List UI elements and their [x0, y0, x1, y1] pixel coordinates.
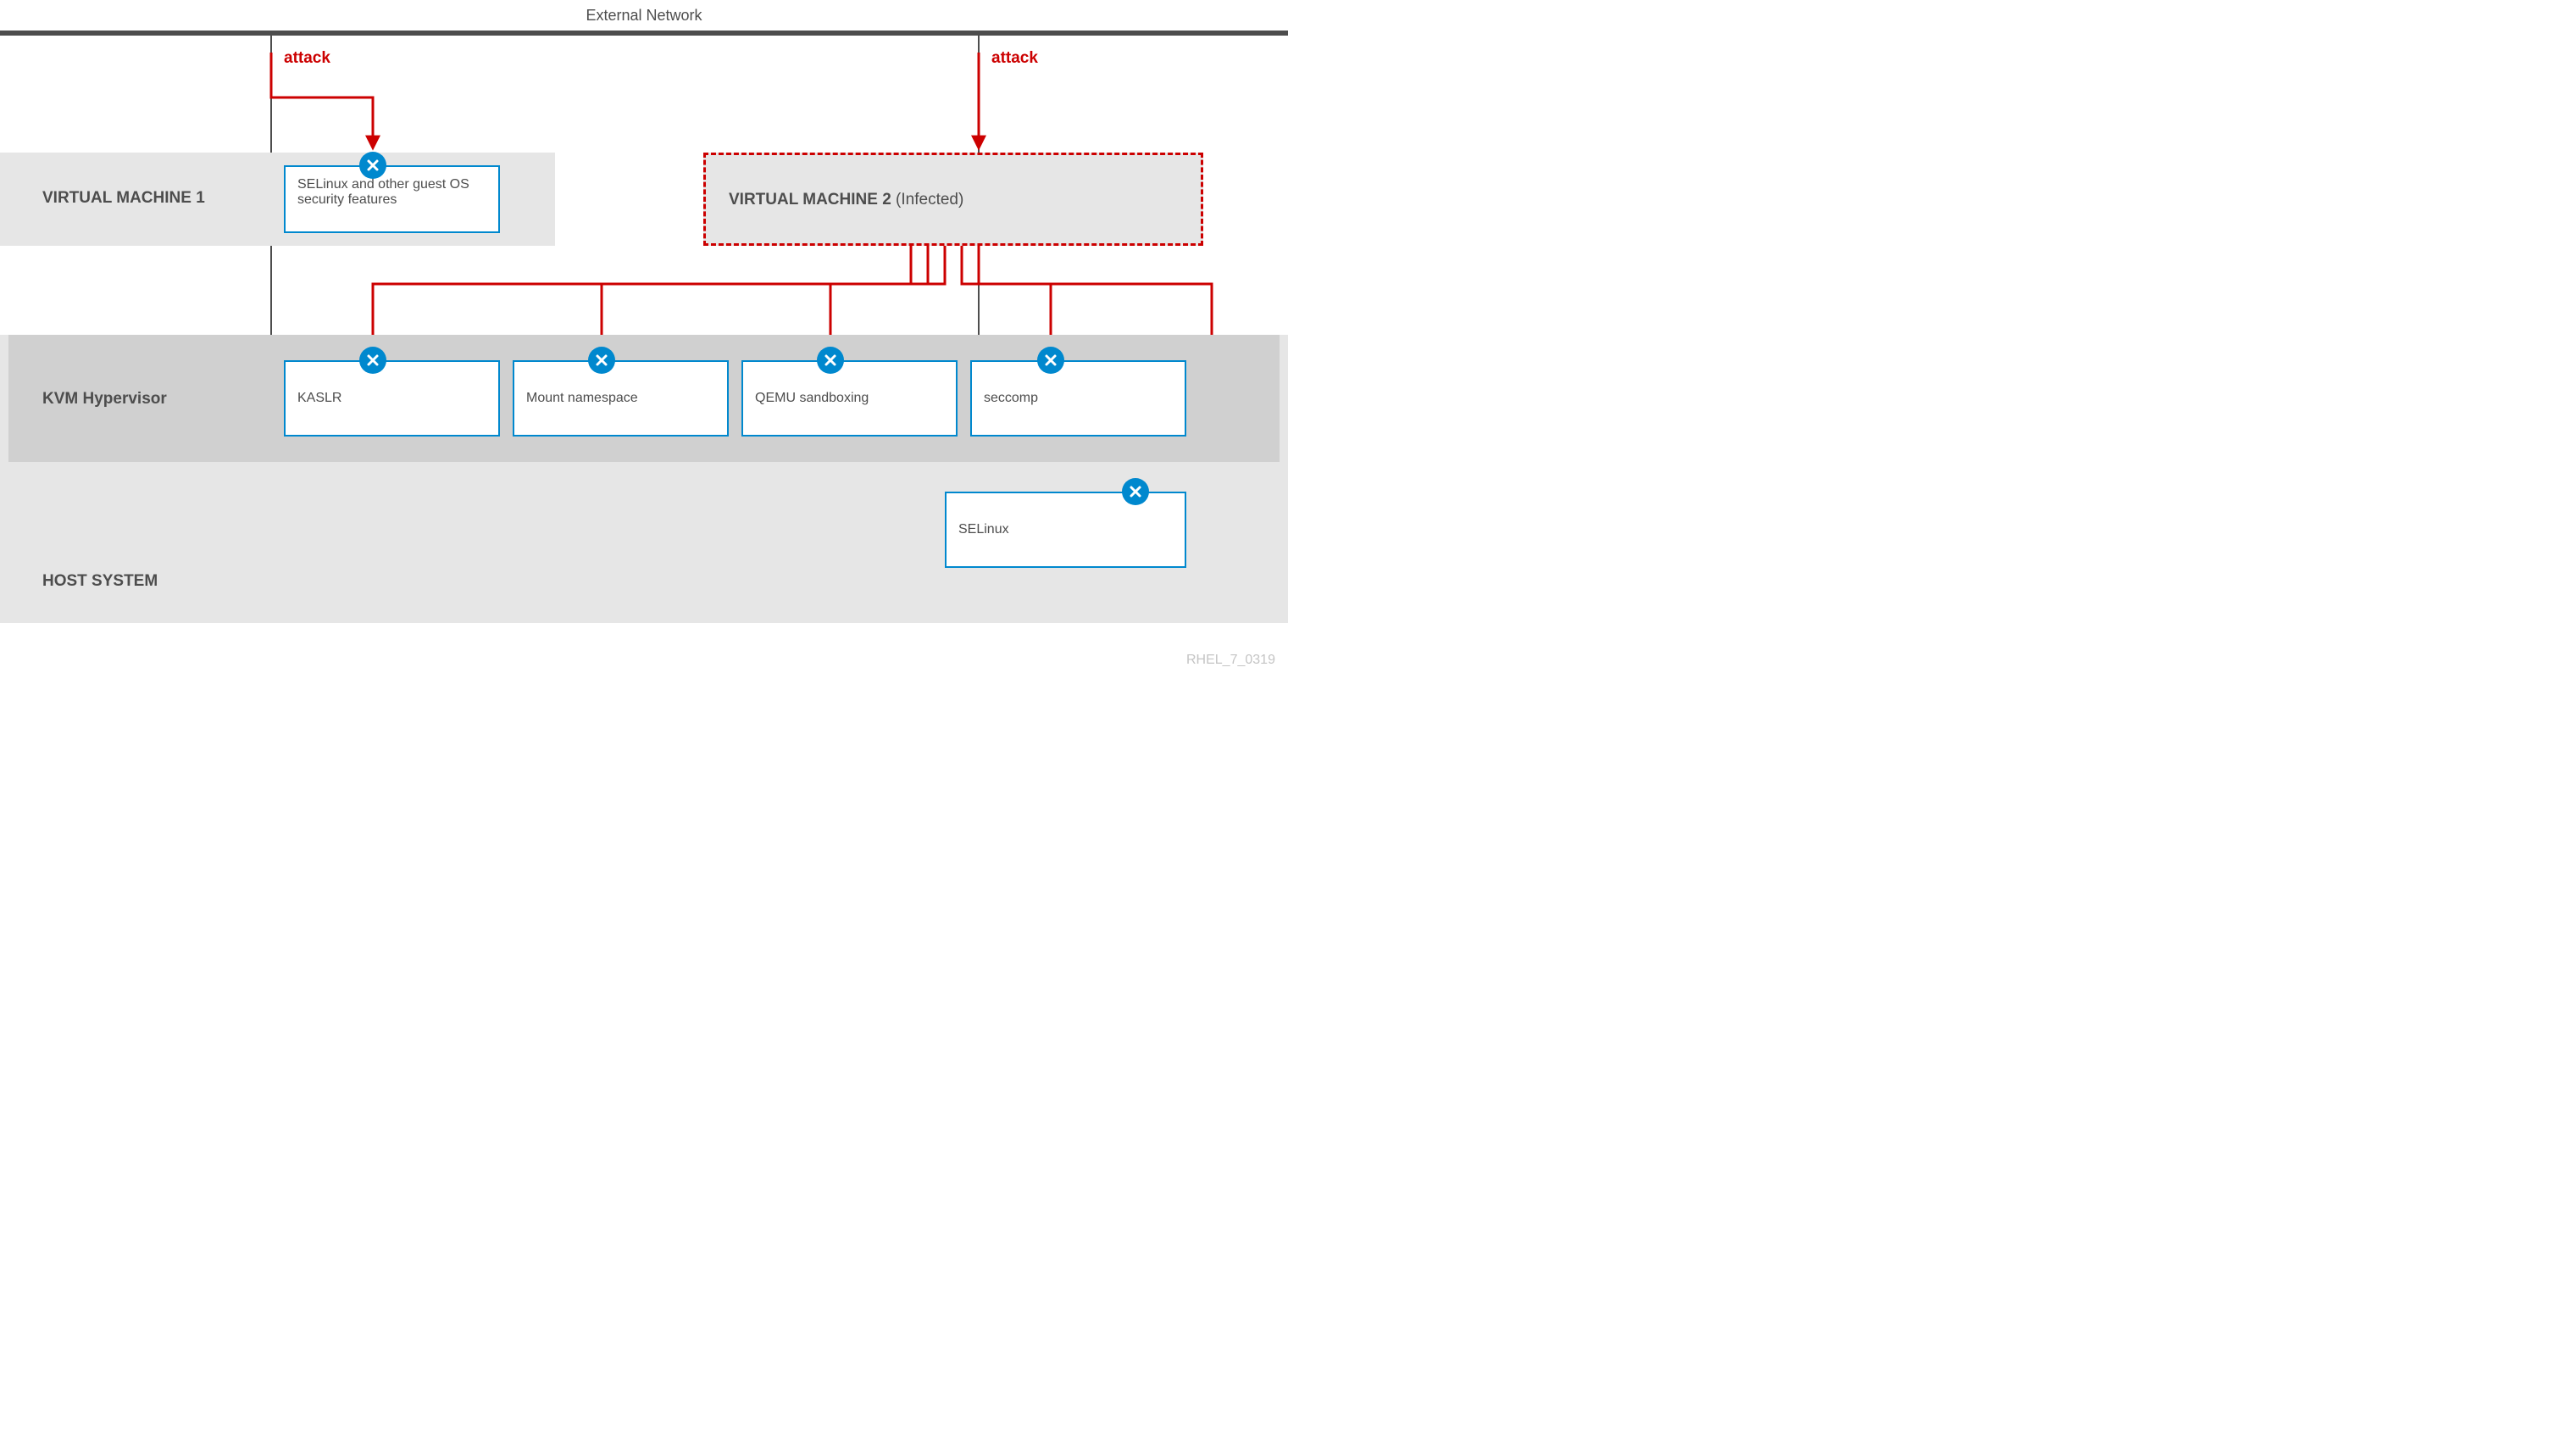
- vm2-label: VIRTUAL MACHINE 2 (Infected): [729, 191, 963, 209]
- attack1-label: attack: [284, 49, 330, 68]
- vm1-selinux-box: SELinux and other guest OS security feat…: [284, 165, 500, 233]
- external-network-label: External Network: [0, 7, 1288, 25]
- vm2-label-light: (Infected): [891, 191, 964, 209]
- vm1-label: VIRTUAL MACHINE 1: [42, 189, 205, 208]
- kaslr-box: KASLR: [284, 360, 500, 437]
- attack2-label: attack: [991, 49, 1038, 68]
- diagram-root: External Network attack attack SELinux and …: [0, 0, 1288, 723]
- blocked-icon-kaslr: [359, 347, 386, 374]
- vm2-label-bold: VIRTUAL MACHINE 2: [729, 191, 891, 209]
- qemu-sandboxing-box: QEMU sandboxing: [741, 360, 958, 437]
- blocked-icon-qemu: [817, 347, 844, 374]
- external-network-bar: [0, 31, 1288, 36]
- blocked-icon-selinux: [1122, 478, 1149, 505]
- blocked-icon-vm1: [359, 152, 386, 179]
- host-selinux-box: SELinux: [945, 492, 1186, 568]
- blocked-icon-mountns: [588, 347, 615, 374]
- hypervisor-label: KVM Hypervisor: [42, 390, 167, 409]
- blocked-icon-seccomp: [1037, 347, 1064, 374]
- figure-id: RHEL_7_0319: [1186, 653, 1275, 668]
- host-label: HOST SYSTEM: [42, 572, 158, 591]
- mount-namespace-box: Mount namespace: [513, 360, 729, 437]
- seccomp-box: seccomp: [970, 360, 1186, 437]
